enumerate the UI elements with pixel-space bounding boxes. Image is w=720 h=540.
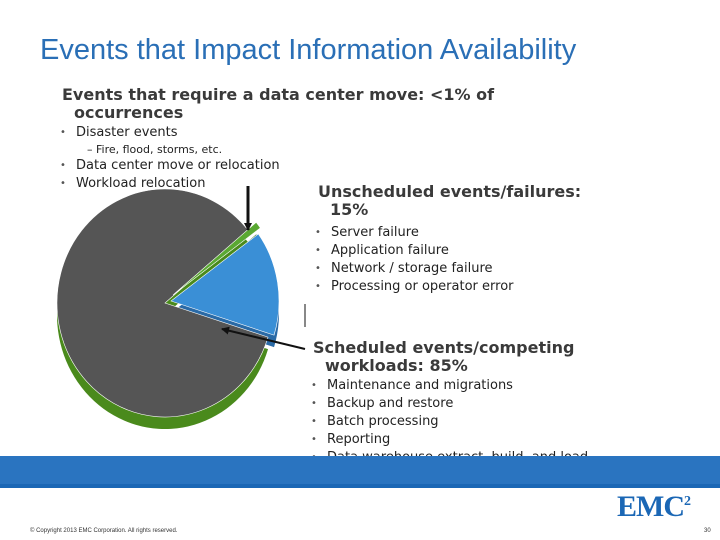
data-center-move-list-2: • Data center move or relocation • Workloa…	[60, 157, 280, 193]
footer-bar	[0, 484, 720, 540]
disaster-sub-item: – Fire, flood, storms, etc.	[87, 143, 223, 156]
list-item: • Application failure	[315, 243, 449, 258]
list-item: • Workload relocation	[60, 176, 206, 191]
pie-slice-0	[56, 188, 269, 418]
unscheduled-list: • Server failure • Application failure • Ne…	[315, 224, 514, 296]
list-item: • Disaster events	[60, 125, 178, 140]
unscheduled-heading-line2: 15%	[330, 200, 369, 219]
scheduled-arrow	[221, 326, 306, 350]
scheduled-heading-line1: Scheduled events/competing	[313, 338, 575, 357]
page-title: Events that Impact Information Availabil…	[40, 34, 577, 66]
page-number: 30	[704, 528, 711, 534]
data-center-move-heading: Events that require a data center move: …	[62, 86, 494, 122]
scheduled-heading-line2: workloads: 85%	[325, 356, 468, 375]
data-center-move-heading-line1: Events that require a data center move: …	[62, 85, 495, 104]
list-item: • Server failure	[315, 225, 419, 240]
scheduled-heading: Scheduled events/competing workloads: 85…	[313, 339, 574, 375]
list-item: • Reporting	[311, 432, 391, 447]
unscheduled-heading-line1: Unscheduled events/failures:	[318, 182, 582, 201]
emc-logo: EMC2	[617, 490, 691, 523]
copyright-text: © Copyright 2013 EMC Corporation. All ri…	[30, 528, 178, 534]
data-center-move-list: • Disaster events	[60, 124, 178, 142]
list-item: • Processing or operator error	[315, 279, 514, 294]
unscheduled-heading: Unscheduled events/failures: 15%	[318, 183, 581, 219]
list-item: • Backup and restore	[311, 396, 454, 411]
footer-strip	[0, 456, 720, 484]
data-center-move-heading-line2: occurrences	[74, 103, 184, 122]
pie-chart	[56, 186, 306, 429]
list-item: • Network / storage failure	[315, 261, 493, 276]
pie-slice-1	[170, 233, 280, 336]
pie-slices	[56, 188, 280, 429]
list-item: • Maintenance and migrations	[311, 378, 513, 393]
pie-slice-2	[172, 221, 261, 296]
list-item: • Batch processing	[311, 414, 439, 429]
list-item: • Data center move or relocation	[60, 158, 280, 173]
